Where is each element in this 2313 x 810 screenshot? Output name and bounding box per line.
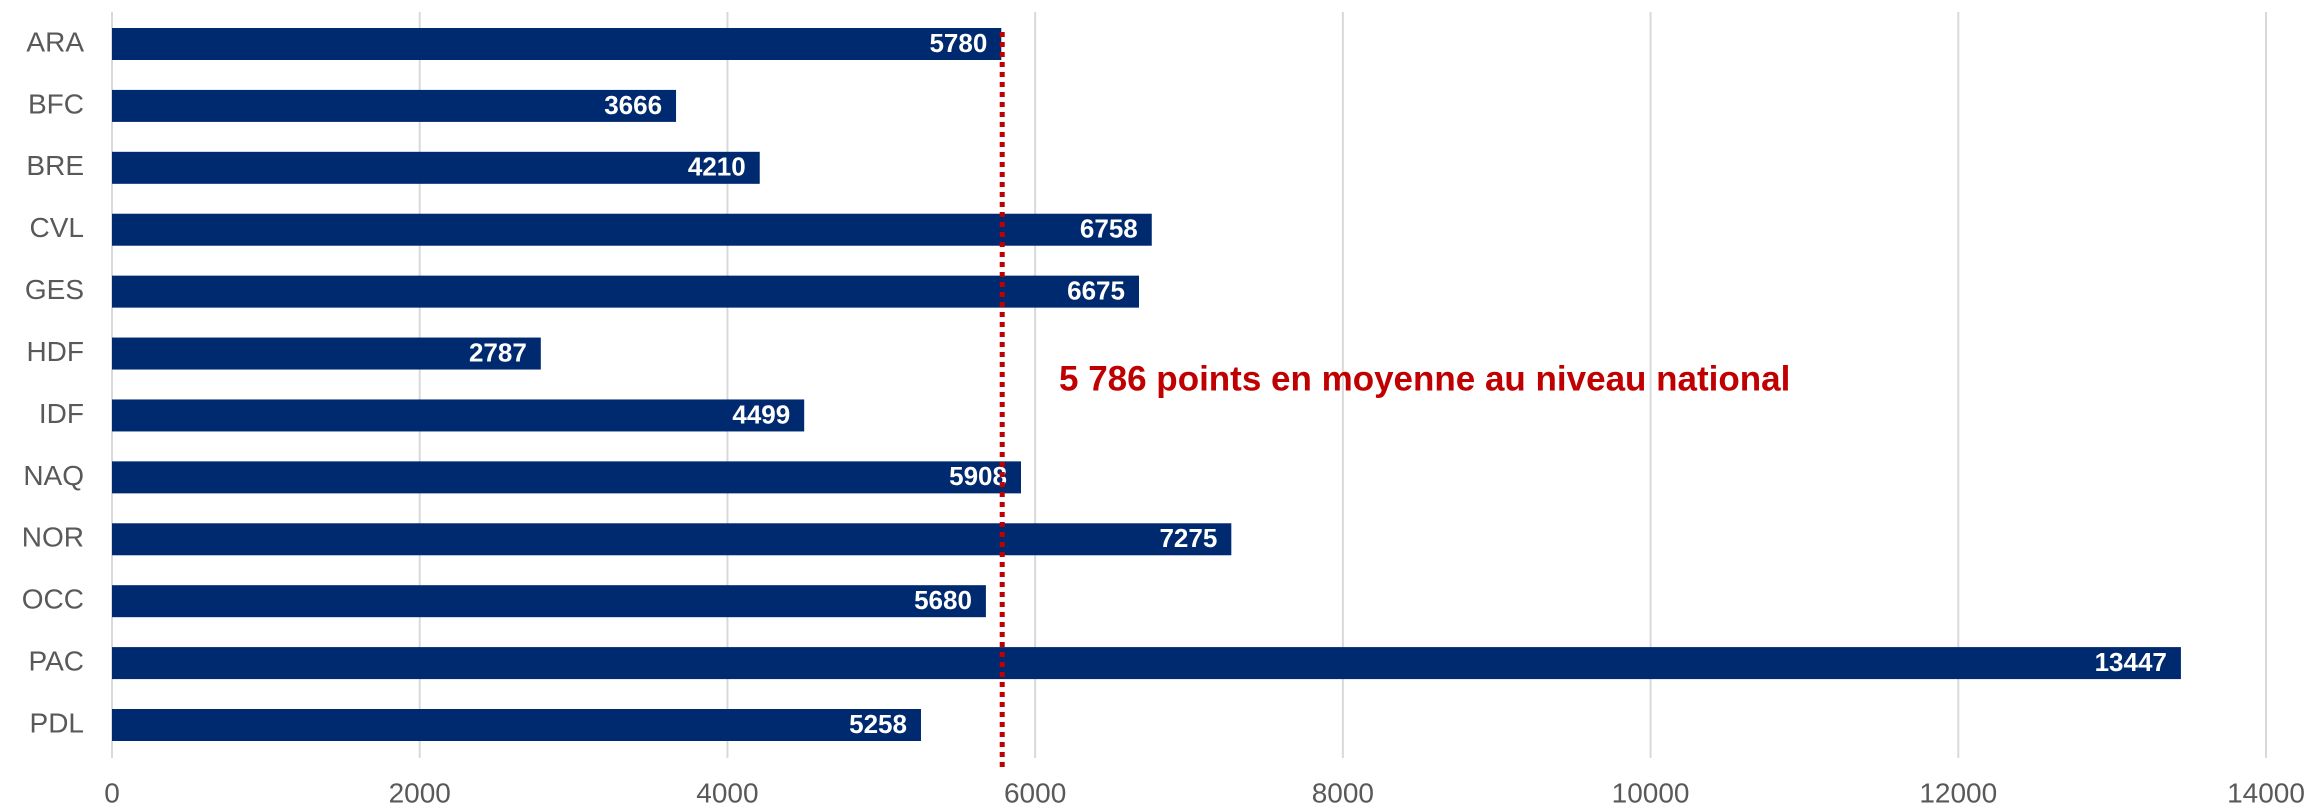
bar bbox=[112, 337, 541, 370]
bar bbox=[112, 709, 921, 741]
data-label: 5908 bbox=[949, 461, 1007, 491]
y-tick-label: GES bbox=[25, 274, 84, 305]
data-label: 2787 bbox=[469, 337, 527, 367]
y-tick-label: OCC bbox=[22, 584, 84, 615]
x-tick-label: 12000 bbox=[1919, 777, 1997, 808]
annotation: 5 786 points en moyenne au niveau nation… bbox=[1059, 359, 1790, 398]
y-tick-label: BFC bbox=[28, 88, 84, 119]
data-label: 4210 bbox=[688, 152, 746, 182]
bar bbox=[112, 585, 986, 618]
bar bbox=[112, 461, 1021, 494]
y-tick-label: IDF bbox=[39, 398, 84, 429]
y-tick-label: CVL bbox=[30, 212, 84, 243]
bar bbox=[112, 275, 1139, 308]
y-tick-label: BRE bbox=[26, 150, 84, 181]
x-tick-label: 10000 bbox=[1612, 777, 1690, 808]
bar bbox=[112, 647, 2181, 680]
y-tick-label: PDL bbox=[30, 707, 84, 738]
data-label: 13447 bbox=[2095, 647, 2167, 677]
bar bbox=[112, 399, 805, 432]
data-label: 7275 bbox=[1159, 523, 1217, 553]
data-label: 6758 bbox=[1080, 214, 1138, 244]
bar bbox=[112, 89, 677, 122]
bar bbox=[112, 213, 1152, 246]
y-tick-label: HDF bbox=[26, 336, 84, 367]
bar bbox=[112, 151, 760, 184]
y-tick-label: NOR bbox=[22, 522, 84, 553]
y-tick-label: PAC bbox=[29, 645, 85, 676]
data-label: 4499 bbox=[732, 399, 790, 429]
y-tick-label: ARA bbox=[26, 26, 84, 57]
data-label: 5780 bbox=[929, 28, 987, 58]
bar bbox=[112, 28, 1002, 60]
data-label: 5258 bbox=[849, 709, 907, 739]
bar bbox=[112, 523, 1232, 556]
data-label: 5680 bbox=[914, 585, 972, 615]
data-label: 6675 bbox=[1067, 276, 1125, 306]
y-tick-label: NAQ bbox=[23, 460, 84, 491]
data-label: 3666 bbox=[604, 90, 662, 120]
x-tick-label: 2000 bbox=[389, 777, 451, 808]
x-tick-label: 4000 bbox=[696, 777, 758, 808]
x-tick-label: 0 bbox=[104, 777, 120, 808]
x-tick-label: 6000 bbox=[1004, 777, 1066, 808]
x-tick-label: 14000 bbox=[2227, 777, 2305, 808]
x-tick-label: 8000 bbox=[1312, 777, 1374, 808]
